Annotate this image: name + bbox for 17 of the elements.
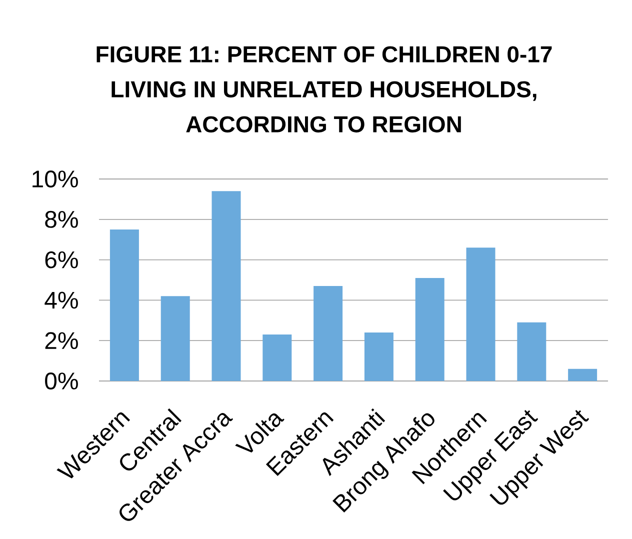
bar (262, 334, 292, 381)
y-tick-label: 4% (44, 292, 78, 309)
bar (160, 296, 190, 381)
bar (364, 332, 394, 381)
bar (568, 368, 598, 381)
bar (314, 286, 343, 381)
y-tick-label: 2% (45, 332, 78, 350)
y-tick-label: 0% (45, 372, 78, 390)
y-tick-label: 6% (45, 251, 78, 268)
bar (415, 278, 444, 381)
y-tick-label: 8% (45, 210, 78, 228)
bar (212, 191, 241, 381)
bar (110, 230, 139, 381)
bar (466, 248, 496, 381)
chart-title: FIGURE 11: PERCENT OF CHILDREN 0-17 LIVING IN UNRELATED HOUSEHOLDS, ACCORDING TO REGION (96, 46, 552, 132)
bar (517, 322, 546, 381)
y-tick-label: 10% (32, 170, 78, 188)
